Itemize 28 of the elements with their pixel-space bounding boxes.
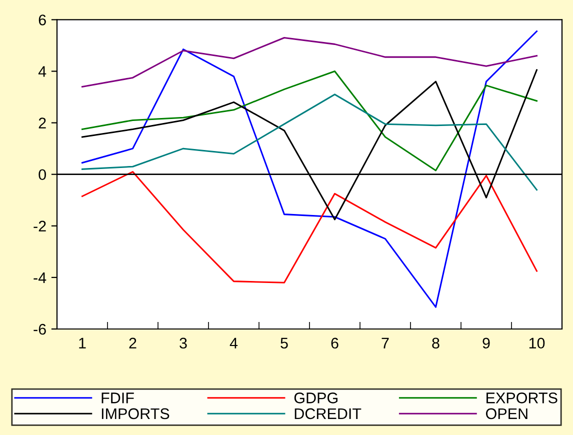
legend-label: DCREDIT [294, 408, 362, 420]
x-tick-label: 2 [129, 338, 136, 348]
line-series [81, 70, 538, 172]
line-series [81, 171, 538, 284]
legend-label: GDPG [294, 392, 338, 404]
x-tick-label: 1 [79, 338, 86, 348]
line-series [81, 30, 538, 308]
y-tick-label: 4 [38, 66, 46, 77]
y-tick-label: 6 [38, 14, 46, 26]
x-tick-label: 8 [432, 338, 440, 349]
x-tick-label: 10 [529, 338, 545, 349]
x-tick-label: 6 [331, 338, 338, 349]
legend-label: FDIF [102, 392, 134, 404]
x-tick-label: 3 [180, 338, 187, 349]
x-tick-label: 5 [280, 338, 288, 349]
y-tick-label: 0 [38, 169, 46, 180]
x-tick-label: 9 [482, 338, 490, 349]
legend-label: IMPORTS [102, 408, 170, 420]
legend-label: EXPORTS [486, 392, 558, 404]
x-tick-label: 7 [382, 338, 389, 348]
y-tick-label: -4 [34, 272, 46, 283]
x-tick-label: 4 [230, 338, 238, 348]
line-series [81, 94, 538, 191]
y-tick-label: -2 [34, 220, 46, 232]
y-tick-label: -6 [34, 324, 46, 335]
y-tick-label: 2 [38, 118, 46, 128]
line-series [81, 36, 538, 88]
legend-label: OPEN [486, 408, 528, 420]
